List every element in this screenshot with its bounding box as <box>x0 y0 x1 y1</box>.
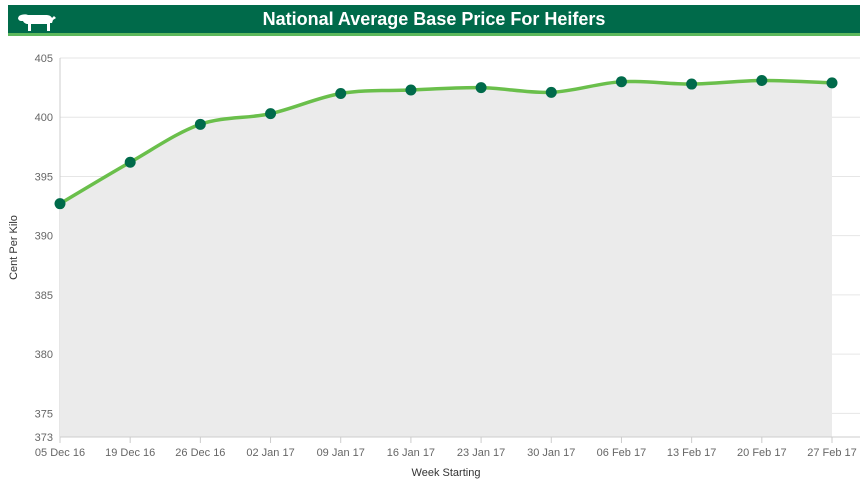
data-point-26-dec-16[interactable] <box>194 118 206 130</box>
x-tick-label: 19 Dec 16 <box>105 447 155 459</box>
x-tick-label: 06 Feb 17 <box>597 447 647 459</box>
x-axis-ticks: 05 Dec 16 19 Dec 16 26 Dec 16 02 Jan 17 09 J… <box>35 437 857 459</box>
y-tick-label: 380 <box>35 349 53 361</box>
area-fill <box>60 80 832 437</box>
data-point-16-jan-17[interactable] <box>405 84 417 96</box>
y-tick-label: 395 <box>35 171 53 183</box>
x-tick-label: 05 Dec 16 <box>35 447 85 459</box>
x-axis-title: Week Starting <box>412 467 481 479</box>
data-point-20-feb-17[interactable] <box>756 75 768 87</box>
y-axis-ticks: 373 375 380 385 390 395 400 405 <box>35 53 53 444</box>
y-tick-label: 375 <box>35 408 53 420</box>
x-tick-label: 23 Jan 17 <box>457 447 505 459</box>
data-point-09-jan-17[interactable] <box>335 88 347 100</box>
x-tick-label: 30 Jan 17 <box>527 447 575 459</box>
data-point-02-jan-17[interactable] <box>265 108 277 120</box>
data-point-27-feb-17[interactable] <box>826 77 838 89</box>
x-tick-label: 26 Dec 16 <box>175 447 225 459</box>
chart-title: National Average Base Price For Heifers <box>262 9 606 29</box>
data-point-19-dec-16[interactable] <box>124 156 136 168</box>
data-point-30-jan-17[interactable] <box>545 86 557 98</box>
x-tick-label: 02 Jan 17 <box>246 447 294 459</box>
y-tick-label: 405 <box>35 53 53 65</box>
data-point-06-feb-17[interactable] <box>615 76 627 88</box>
data-markers <box>54 75 838 210</box>
x-tick-label: 16 Jan 17 <box>387 447 435 459</box>
x-tick-label: 20 Feb 17 <box>737 447 787 459</box>
y-tick-label: 390 <box>35 231 53 243</box>
y-tick-label: 400 <box>35 112 53 124</box>
chart-header: National Average Base Price For Heifers <box>8 5 860 36</box>
y-tick-label: 385 <box>35 290 53 302</box>
data-point-13-feb-17[interactable] <box>686 78 698 90</box>
x-tick-label: 27 Feb 17 <box>807 447 857 459</box>
x-tick-label: 09 Jan 17 <box>317 447 365 459</box>
cow-icon <box>18 14 56 31</box>
y-tick-label: 373 <box>35 432 53 444</box>
data-point-05-dec-16[interactable] <box>54 198 66 210</box>
y-axis-title: Cent Per Kilo <box>8 215 20 280</box>
data-point-23-jan-17[interactable] <box>475 82 487 94</box>
x-tick-label: 13 Feb 17 <box>667 447 717 459</box>
